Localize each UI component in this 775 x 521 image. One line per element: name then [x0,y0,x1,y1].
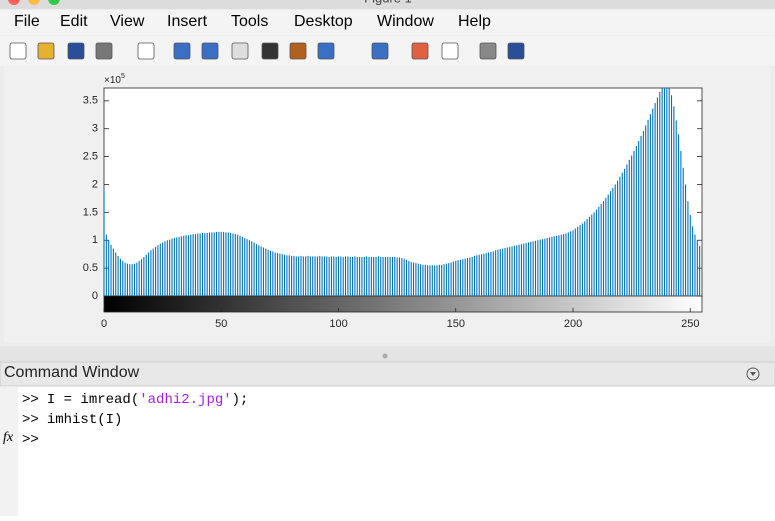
string-literal: 'adhi2.jpg' [139,392,231,408]
y-tick-label: 1.5 [83,206,98,218]
command-window-title: Command Window [4,364,140,381]
y-tick-label: 3 [92,123,98,135]
menu-item[interactable]: Desktop [294,13,353,30]
toolbar-button[interactable] [137,42,155,60]
toolbar-button[interactable] [37,42,55,60]
toolbar-button[interactable] [289,42,307,60]
command-line: >> I = imread('adhi2.jpg'); [22,392,248,408]
command-lines: >> I = imread('adhi2.jpg'); >> imhist(I) >> [22,392,248,448]
fx-icon[interactable]: fx [3,430,14,445]
prompt: >> [22,412,39,428]
toolbar-button[interactable] [317,42,335,60]
toolbar-icons [9,42,525,60]
code: imhist(I) [47,412,123,428]
stems [104,88,702,296]
command-window-header [0,361,775,387]
command-line: >> imhist(I) [22,412,122,428]
x-tick-label: 0 [101,318,107,330]
command-line: >> [22,432,39,448]
prompt: >> [22,432,39,448]
menu-item[interactable]: Window [377,13,434,30]
y-exponent-base: ×10 [104,75,121,86]
toolbar-button[interactable] [507,42,525,60]
x-tick-label: 250 [681,318,699,330]
toolbar-button[interactable] [173,42,191,60]
window-title: Figure 1 [364,0,412,5]
y-tick-label: 3.5 [83,95,98,107]
splitter-grip [382,353,388,359]
toolbar-button[interactable] [261,42,279,60]
x-tick-label: 150 [447,318,465,330]
toolbar-button[interactable] [9,42,27,60]
menu-item[interactable]: Tools [231,13,268,30]
x-tick-label: 50 [215,318,227,330]
toolbar-button[interactable] [67,42,85,60]
toolbar-button[interactable] [411,42,429,60]
code: I = imread( [47,392,139,408]
x-tick-label: 100 [329,318,347,330]
menu-item[interactable]: File [14,13,40,30]
toolbar-button[interactable] [479,42,497,60]
y-exponent: ×105 [104,73,125,86]
y-tick-label: 0 [92,290,98,302]
toolbar-button[interactable] [95,42,113,60]
axes [103,87,703,297]
y-exponent-power: 5 [121,73,125,80]
y-tick-label: 0.5 [83,262,98,274]
y-tick-label: 1 [92,234,98,246]
toolbar-button[interactable] [201,42,219,60]
colorbar [103,295,703,313]
toolbar-button[interactable] [231,42,249,60]
menu-bar [0,10,775,35]
close-button[interactable] [8,0,20,5]
splitter[interactable] [0,346,775,362]
menu-item[interactable]: Help [458,13,491,30]
menu-item[interactable]: Edit [60,13,88,30]
title-bar [0,0,775,9]
toolbar-button[interactable] [371,42,389,60]
y-tick-label: 2.5 [83,150,98,162]
toolbar-button[interactable] [441,42,459,60]
zoom-button[interactable] [48,0,60,5]
code: ); [232,392,249,408]
prompt: >> [22,392,39,408]
y-tick-label: 2 [92,178,98,190]
x-tick-label: 200 [564,318,582,330]
menu-item[interactable]: View [110,13,145,30]
panel-menu-arrow [750,372,756,376]
minimize-button[interactable] [28,0,40,5]
gutter [0,387,18,516]
menu-item[interactable]: Insert [167,13,208,30]
panel-menu-button[interactable] [746,367,760,381]
